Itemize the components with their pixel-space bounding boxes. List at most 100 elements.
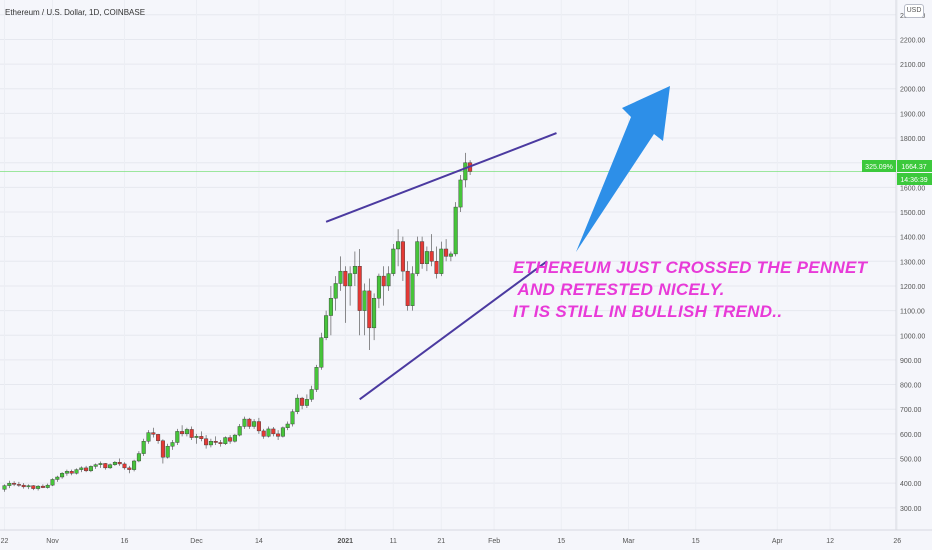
y-tick-label: 400.00 xyxy=(900,481,922,488)
x-tick-label: 16 xyxy=(121,538,129,545)
candle-body xyxy=(376,275,381,299)
annotation-line-2: AND RETESTED NICELY. xyxy=(513,280,725,299)
candle xyxy=(271,426,276,437)
candle-body xyxy=(439,248,444,274)
candle-body xyxy=(290,411,295,425)
candle xyxy=(170,440,175,450)
candle-body xyxy=(400,241,405,272)
candle xyxy=(2,484,7,492)
candle-body xyxy=(381,275,386,287)
candle xyxy=(415,236,420,277)
y-tick-label: 1600.00 xyxy=(900,185,925,192)
candle xyxy=(165,443,170,459)
x-tick-labels: 22 Nov 16 Dec 14 2021 11 21 Feb 15 Mar 15 Apr 12 26 xyxy=(1,538,902,545)
candle xyxy=(21,483,26,489)
y-tick-label: 300.00 xyxy=(900,506,922,513)
candle xyxy=(314,364,319,392)
candle-body xyxy=(448,253,453,257)
candle-body xyxy=(189,429,194,438)
last-price-badge xyxy=(897,160,932,172)
candle xyxy=(223,436,228,445)
candle xyxy=(232,433,237,443)
candle-body xyxy=(7,482,12,486)
candle-body xyxy=(60,473,65,478)
candle-body xyxy=(180,431,185,435)
candle xyxy=(194,433,199,444)
x-tick-label: 22 xyxy=(1,538,9,545)
annotation-text: ETHEREUM JUST CROSSED THE PENNET AND RET… xyxy=(513,257,867,323)
candle xyxy=(12,481,17,487)
candle-body xyxy=(391,248,396,274)
candle xyxy=(228,435,233,444)
candle xyxy=(7,480,12,489)
candle-body xyxy=(218,442,223,444)
candle-body xyxy=(160,440,165,458)
candle-body xyxy=(453,206,458,255)
candle xyxy=(410,266,415,311)
x-tick-label: Apr xyxy=(772,538,784,545)
candle-body xyxy=(21,484,26,488)
candle xyxy=(343,266,348,323)
candle-body xyxy=(132,460,137,470)
candle xyxy=(127,465,132,474)
candle-body xyxy=(98,463,103,465)
candle-body xyxy=(276,433,281,437)
candle xyxy=(160,439,165,464)
candle-body xyxy=(304,399,309,406)
candle-body xyxy=(151,432,156,435)
candle-body xyxy=(40,485,45,488)
candle-body xyxy=(208,441,213,446)
candle xyxy=(204,435,209,449)
candle-body xyxy=(367,290,372,329)
candle xyxy=(372,293,377,341)
candle xyxy=(405,261,410,311)
candle xyxy=(242,416,247,429)
candle-body xyxy=(64,471,69,474)
y-tick-label: 600.00 xyxy=(900,432,922,439)
candle xyxy=(108,463,113,469)
candle xyxy=(199,431,204,442)
candle-body xyxy=(319,337,324,368)
candle xyxy=(285,421,290,431)
candle-body xyxy=(136,453,141,462)
candle-body xyxy=(242,418,247,427)
candle-body xyxy=(232,434,237,442)
y-tick-label: 500.00 xyxy=(900,457,922,464)
y-tick-label: 1200.00 xyxy=(900,284,925,291)
candle-body xyxy=(45,484,50,488)
candle xyxy=(93,463,98,469)
candle xyxy=(391,244,396,277)
y-tick-label: 2200.00 xyxy=(900,37,925,44)
candle xyxy=(189,426,194,441)
candle-body xyxy=(444,248,449,257)
percent-badge-text: 325.09% xyxy=(865,164,893,171)
candle xyxy=(381,266,386,306)
candle xyxy=(324,310,329,341)
candle xyxy=(295,394,300,415)
candle xyxy=(60,472,65,479)
candle-body xyxy=(204,438,209,446)
candle-body xyxy=(261,430,266,437)
currency-button[interactable]: USD xyxy=(904,4,924,18)
upper-trendline[interactable] xyxy=(325,132,557,223)
candle-body xyxy=(146,432,151,442)
y-tick-label: 700.00 xyxy=(900,407,922,414)
candle xyxy=(112,460,117,466)
candle-body xyxy=(55,476,60,480)
candle-body xyxy=(362,290,367,311)
candle-body xyxy=(328,298,333,316)
candle-body xyxy=(396,241,401,250)
candle-body xyxy=(405,270,410,306)
y-tick-label: 1300.00 xyxy=(900,259,925,266)
candle-body xyxy=(199,436,204,439)
candle xyxy=(386,266,391,291)
candle-body xyxy=(2,485,7,490)
y-tick-label: 1500.00 xyxy=(900,210,925,217)
candle xyxy=(74,468,79,475)
candle xyxy=(175,428,180,445)
lower-trendline[interactable] xyxy=(359,260,548,401)
candle-body xyxy=(36,485,41,489)
candle xyxy=(290,409,295,427)
grid-layer xyxy=(0,14,896,509)
